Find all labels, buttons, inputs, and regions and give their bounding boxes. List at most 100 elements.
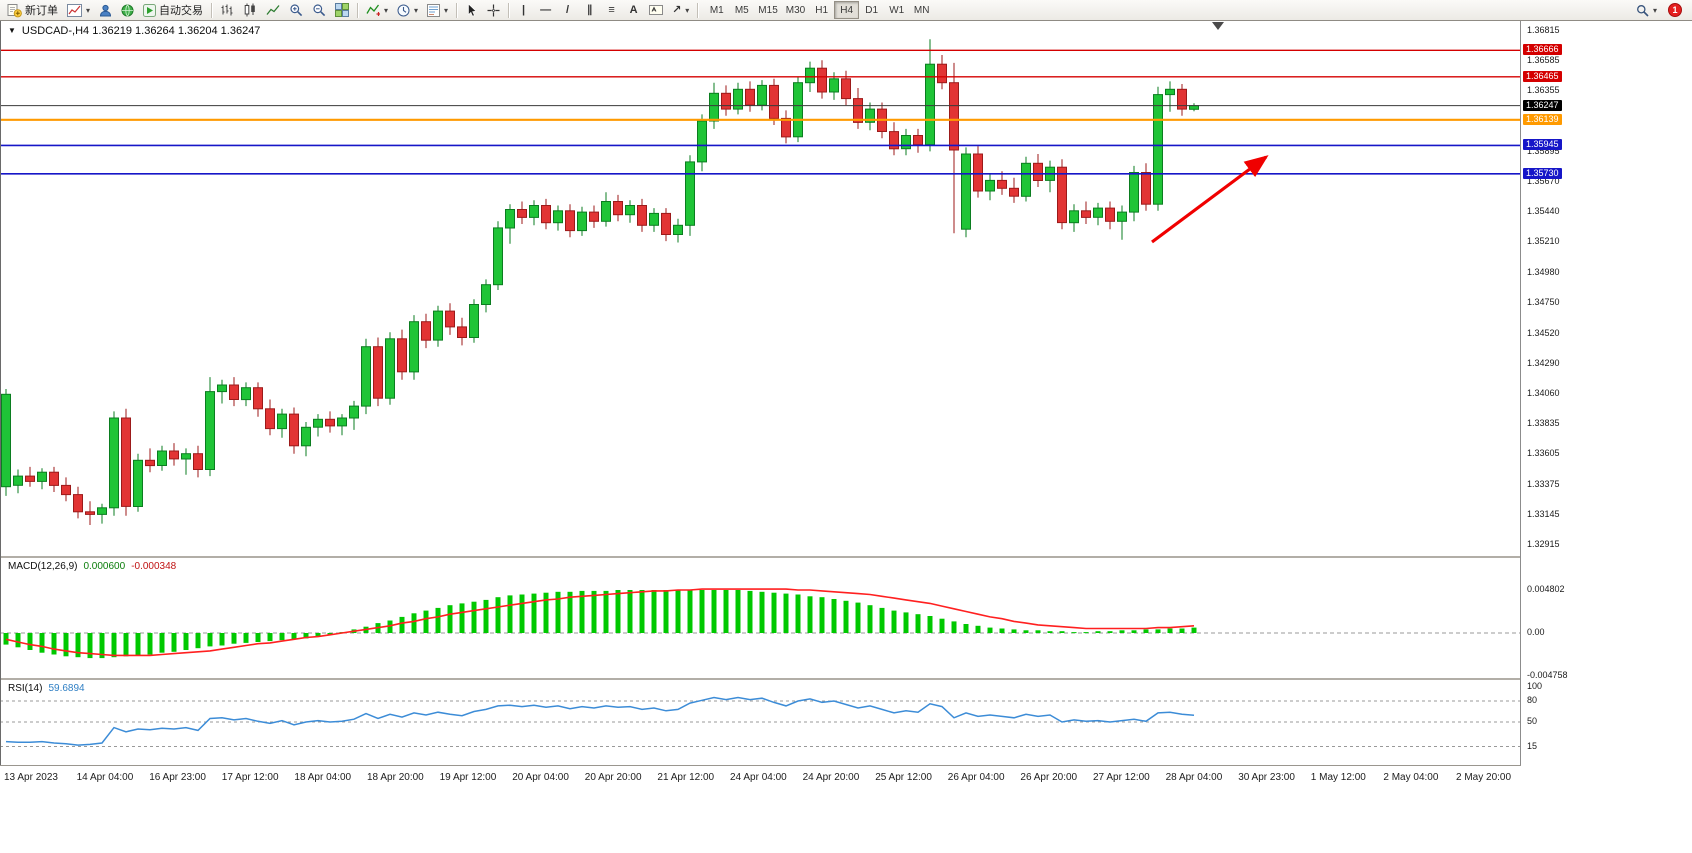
equidistant-channel-button[interactable]: ∥ — [579, 1, 600, 20]
candlestick-chart-button[interactable] — [239, 1, 261, 20]
template-icon — [427, 3, 441, 17]
price-tag: 1.36666 — [1523, 44, 1562, 56]
new-chart-dropdown[interactable]: ▾ — [63, 1, 94, 20]
fibonacci-button[interactable]: ≡ — [601, 1, 622, 20]
new-order-label: 新订单 — [25, 5, 58, 17]
toolbar-separator — [357, 2, 359, 18]
rsi-name: RSI(14) — [8, 683, 43, 694]
time-axis-label: 20 Apr 20:00 — [584, 772, 642, 783]
channel-icon: ∥ — [586, 3, 593, 16]
zoom-in-icon — [289, 3, 303, 17]
rsi-value: 59.6894 — [48, 683, 85, 694]
time-axis-label: 26 Apr 20:00 — [1020, 772, 1078, 783]
timeframe-button-h4[interactable]: H4 — [834, 1, 860, 19]
globe-icon — [121, 4, 134, 17]
timeframe-button-m30[interactable]: M30 — [782, 1, 809, 19]
timeframe-button-h1[interactable]: H1 — [809, 1, 834, 19]
arrow-tool-icon: ↗ — [672, 3, 682, 16]
chevron-down-icon: ▾ — [86, 5, 91, 15]
text-icon: A — [629, 3, 638, 16]
panel-splitter[interactable] — [0, 556, 1692, 558]
timeframe-group: M1 M5 M15 M30 H1 H4 D1 W1 MN — [704, 1, 934, 19]
time-axis-label: 24 Apr 04:00 — [730, 772, 787, 783]
toolbar-separator — [508, 2, 510, 18]
macd-plot[interactable] — [0, 558, 1520, 678]
timeframe-button-w1[interactable]: W1 — [884, 1, 909, 19]
axis-label: 1.34060 — [1527, 388, 1560, 399]
notification-badge[interactable]: 1 — [1668, 3, 1682, 17]
profile-icon — [99, 4, 112, 17]
cursor-icon — [466, 3, 478, 17]
macd-name: MACD(12,26,9) — [8, 561, 78, 572]
macd-signal-value: -0.000348 — [131, 561, 177, 572]
axis-label: 1.32915 — [1527, 539, 1560, 550]
bar-chart-icon — [220, 3, 234, 17]
chevron-down-icon: ▾ — [444, 5, 449, 15]
price-axis[interactable]: 1.36815 1.36585 1.36355 1.35895 1.35670 1.354… — [1521, 0, 1692, 853]
toolbar-separator — [211, 2, 213, 18]
templates-dropdown[interactable]: ▾ — [423, 1, 452, 20]
text-label-button[interactable] — [645, 1, 667, 20]
time-axis-label: 14 Apr 04:00 — [76, 772, 134, 783]
line-chart-button[interactable] — [262, 1, 284, 20]
axis-label: -0.004758 — [1527, 670, 1568, 680]
price-axis-border — [1520, 21, 1521, 765]
crosshair-button[interactable] — [483, 1, 504, 20]
axis-label: 1.35440 — [1527, 206, 1560, 217]
chevron-down-icon: ▾ — [1652, 5, 1657, 15]
autotrading-button[interactable]: 自动交易 — [139, 1, 207, 20]
zoom-in-button[interactable] — [285, 1, 307, 20]
timeframe-button-m5[interactable]: M5 — [729, 1, 754, 19]
chart-title-bar: ▼ USDCAD-,H4 1.36219 1.36264 1.36204 1.3… — [8, 25, 260, 37]
zoom-out-button[interactable] — [308, 1, 330, 20]
time-axis-label: 30 Apr 23:00 — [1238, 772, 1295, 783]
periods-dropdown[interactable]: ▾ — [393, 1, 422, 20]
tile-windows-icon — [335, 3, 350, 17]
crosshair-icon — [487, 4, 500, 17]
main-chart-plot[interactable] — [0, 21, 1520, 556]
one-click-trading-expander[interactable]: ▼ — [8, 26, 16, 35]
tile-windows-button[interactable] — [331, 1, 353, 20]
axis-label: 1.33605 — [1527, 448, 1560, 459]
search-dropdown[interactable]: ▾ — [1632, 1, 1661, 20]
line-chart-icon — [266, 3, 280, 17]
axis-label: 1.34980 — [1527, 266, 1560, 277]
price-tag: 1.36247 — [1523, 99, 1562, 111]
vertical-line-button[interactable]: | — [513, 1, 534, 20]
vertical-line-icon: | — [522, 3, 526, 16]
axis-label: 50 — [1527, 716, 1538, 726]
search-icon — [1636, 4, 1649, 17]
axis-label: 1.33145 — [1527, 509, 1560, 520]
time-axis-label: 25 Apr 12:00 — [875, 772, 932, 783]
trendline-button[interactable]: / — [557, 1, 578, 20]
bar-chart-button[interactable] — [216, 1, 238, 20]
text-button[interactable]: A — [623, 1, 644, 20]
new-order-button[interactable]: 新订单 — [3, 1, 62, 20]
time-axis[interactable]: 13 Apr 2023 14 Apr 04:00 16 Apr 23:00 17 Ap… — [0, 766, 1692, 790]
rsi-plot[interactable] — [0, 680, 1520, 765]
panel-splitter[interactable] — [0, 678, 1692, 680]
time-axis-label: 18 Apr 04:00 — [294, 772, 352, 783]
chevron-down-icon: ▾ — [685, 5, 690, 15]
timeframe-button-m15[interactable]: M15 — [754, 1, 781, 19]
chart-left-border — [0, 21, 1, 765]
timeframe-button-mn[interactable]: MN — [909, 1, 934, 19]
timeframe-button-d1[interactable]: D1 — [859, 1, 884, 19]
new-chart-icon — [67, 3, 82, 17]
cursor-button[interactable] — [461, 1, 482, 20]
indicators-dropdown[interactable]: ▾ — [362, 1, 392, 20]
profiles-button[interactable] — [95, 1, 116, 20]
time-axis-label: 20 Apr 04:00 — [512, 772, 569, 783]
time-axis-label: 13 Apr 2023 — [4, 772, 58, 783]
arrows-dropdown[interactable]: ↗ ▾ — [668, 1, 693, 20]
new-order-icon — [7, 3, 22, 18]
axis-label: 0.00 — [1527, 627, 1545, 637]
time-axis-label: 16 Apr 23:00 — [149, 772, 206, 783]
axis-label: 1.35895 — [1527, 146, 1560, 157]
horizontal-line-button[interactable]: — — [535, 1, 556, 20]
timeframe-button-m1[interactable]: M1 — [704, 1, 729, 19]
rsi-header: RSI(14) 59.6894 — [8, 683, 85, 694]
market-watch-button[interactable] — [117, 1, 138, 20]
clock-icon — [397, 4, 410, 17]
